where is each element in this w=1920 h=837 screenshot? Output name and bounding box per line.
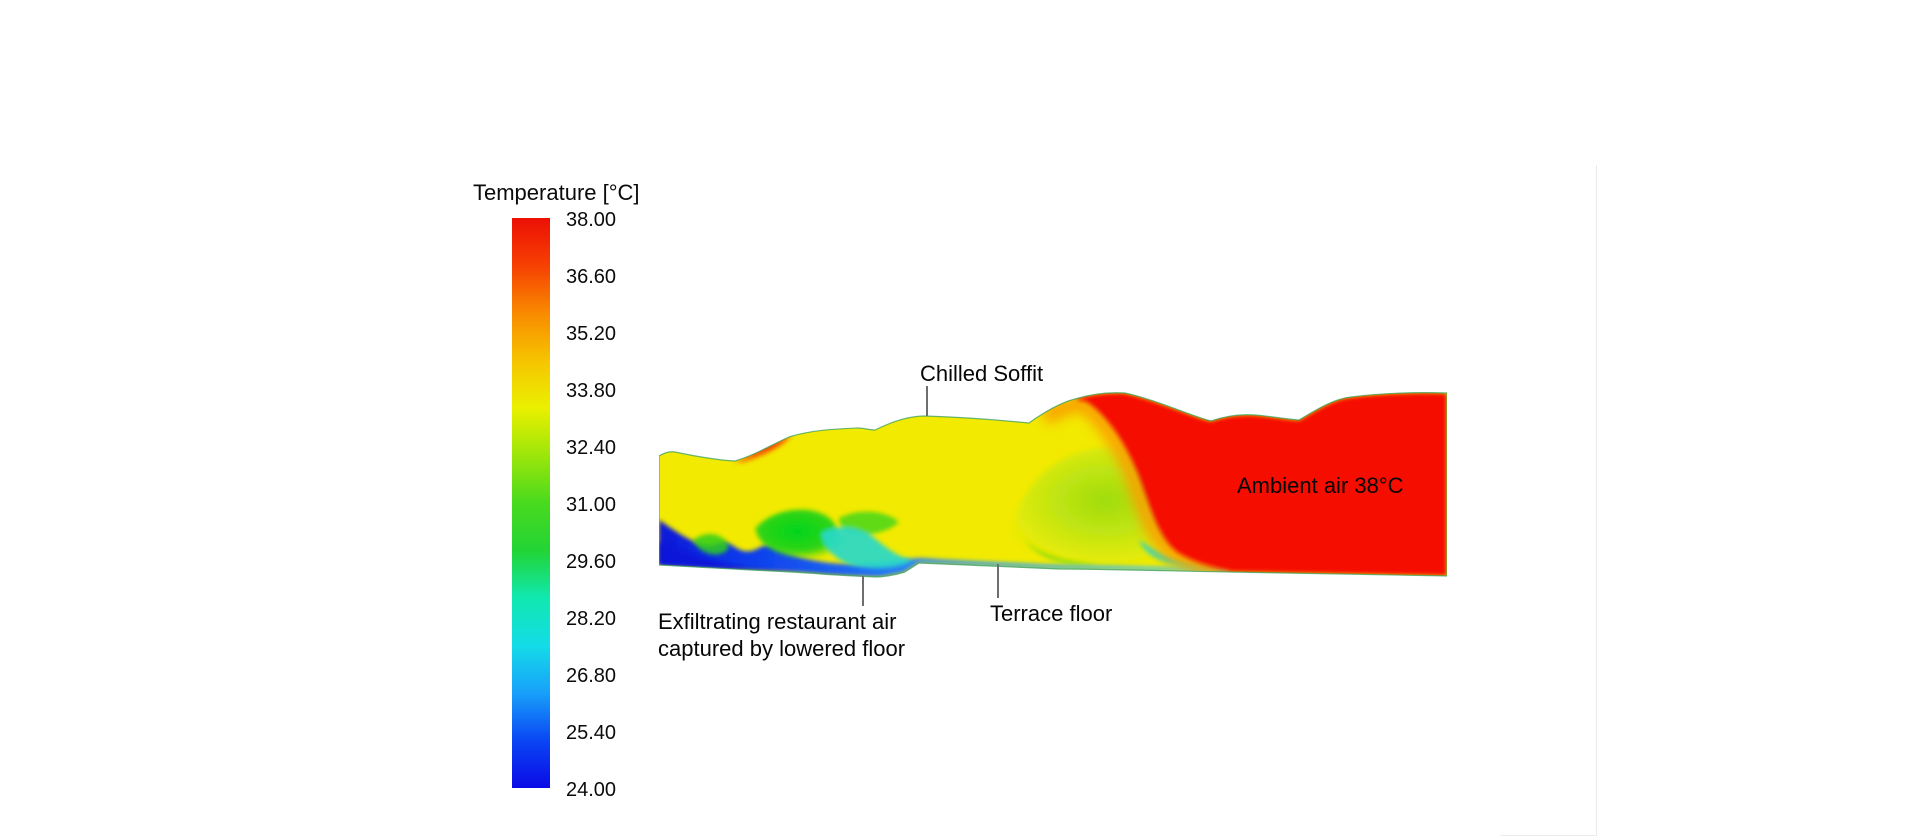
leader-line-exfiltrating [862,576,864,606]
colorbar-gradient [512,218,550,788]
turquoise-pocket [821,527,913,569]
green-mixing-pocket-small [693,534,729,555]
colorbar-tick-label: 29.60 [566,551,617,573]
colorbar-tick-label: 25.40 [566,722,617,744]
leader-line-terrace-floor [997,564,999,598]
colorbar-tick-label: 26.80 [566,665,617,687]
page-edge-vertical-line [1596,165,1597,836]
colorbar-tick-label: 33.80 [566,380,617,402]
temperature-contour-plot [659,392,1447,578]
leader-line-chilled-soffit [926,386,928,416]
colorbar-title: Temperature [°C] [473,180,640,205]
annotation-terrace-floor: Terrace floor [990,601,1113,626]
colorbar-tick-label: 38.00 [566,209,617,231]
cool-floor-layer [659,520,1231,577]
page-edge-bottom-line [1500,835,1597,836]
colorbar-tick-label: 24.00 [566,779,617,801]
colorbar-tick-label: 31.00 [566,494,617,516]
annotation-exfiltrating: Exfiltrating restaurant air captured by … [658,608,905,662]
colorbar-tick-label: 32.40 [566,437,617,459]
ambient-transition-halo [1040,395,1225,578]
annotation-exfiltrating-line2: captured by lowered floor [658,636,906,661]
annotation-ambient-air: Ambient air 38°C [1237,473,1404,498]
colorbar-tick-label: 36.60 [566,266,617,288]
colorbar-tick-label: 28.20 [566,608,617,630]
annotation-exfiltrating-line1: Exfiltrating restaurant air [658,609,897,634]
green-mixing-pocket [755,509,849,559]
exfiltrated-air-pool [659,542,875,577]
recirculation-green-edge [1025,540,1099,565]
annotation-chilled-soffit: Chilled Soffit [920,361,1044,386]
domain-outline [659,392,1447,578]
ambient-air-region [1075,392,1447,576]
colorbar-tick-label: 35.20 [566,323,617,345]
